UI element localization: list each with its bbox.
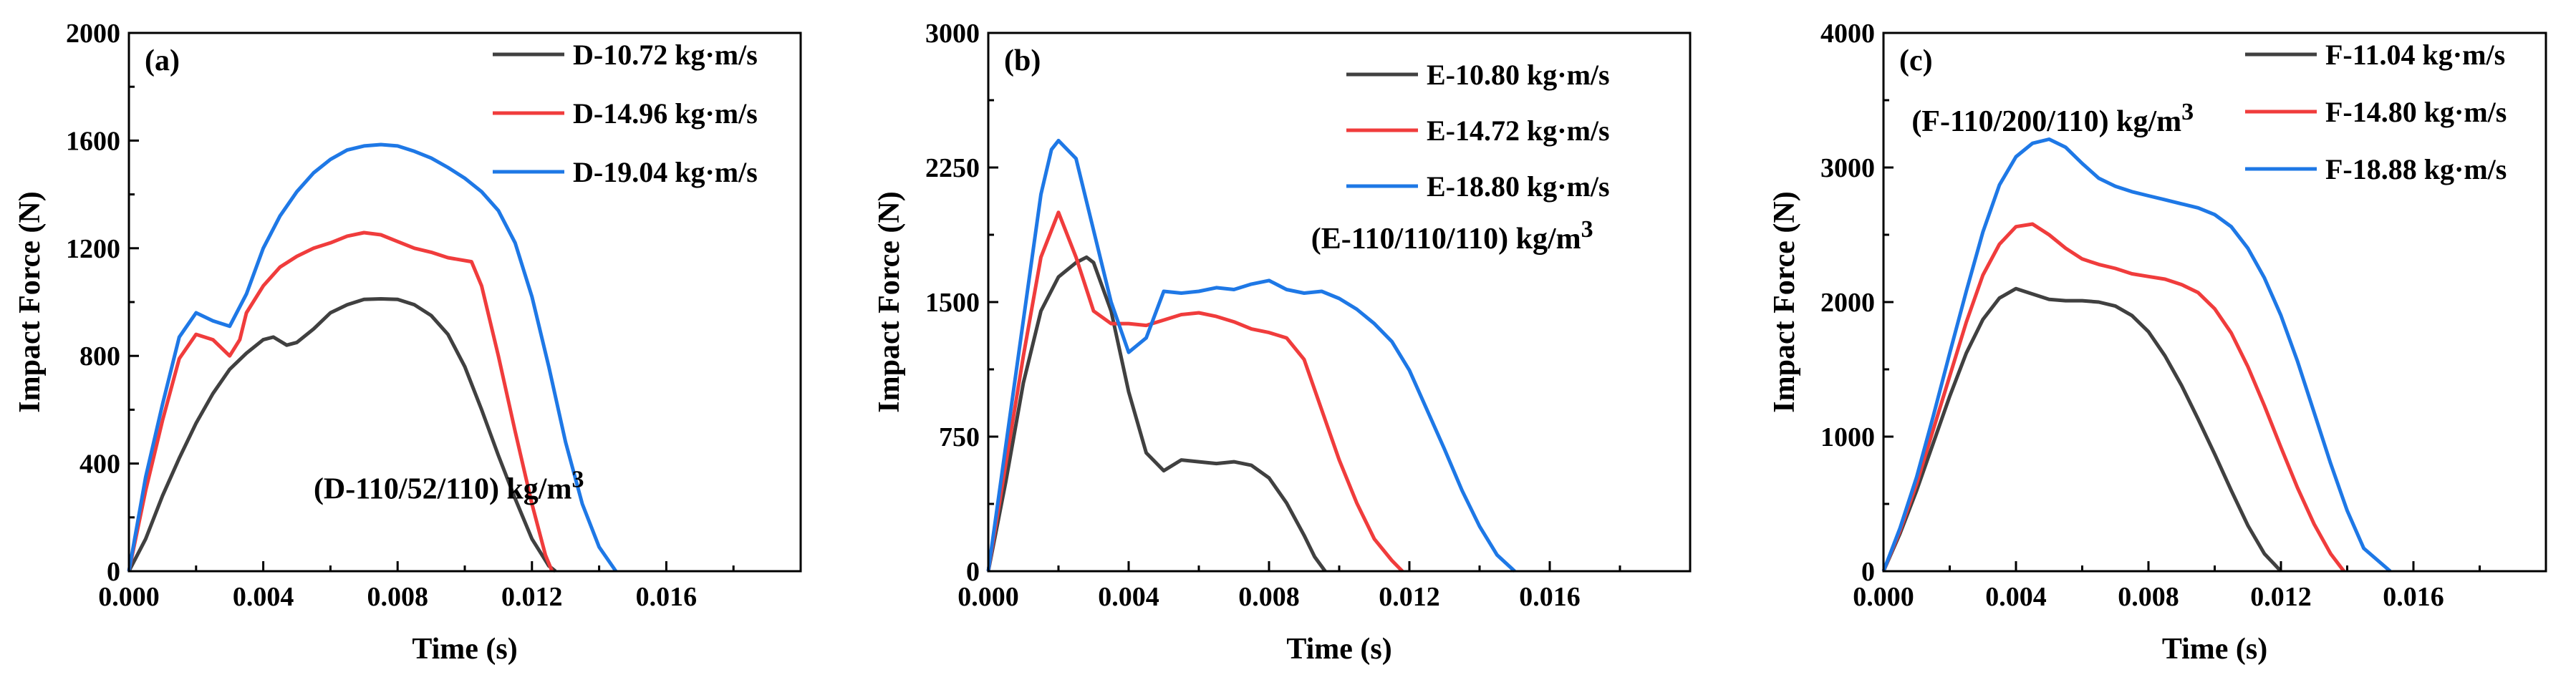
y-tick-label: 1500 bbox=[925, 288, 980, 318]
y-tick-label: 2250 bbox=[925, 153, 980, 183]
series-line-3-2 bbox=[1881, 222, 2345, 573]
y-tick-label: 1200 bbox=[66, 234, 120, 264]
chart-panel-1: 0.000 0.004 0.008 0.012 0.016 0 400 800 1200 1600… bbox=[14, 19, 802, 666]
series-line-2-1 bbox=[986, 255, 1327, 573]
legend-entry: F-11.04 kg·m/s bbox=[2325, 39, 2505, 71]
x-tick-label: 0.000 bbox=[1853, 582, 1914, 612]
y-tick-label: 1600 bbox=[66, 126, 120, 156]
legend-entry: D-14.96 kg·m/s bbox=[573, 97, 758, 130]
plot-frame bbox=[987, 31, 1692, 573]
legend-entry: F-18.88 kg·m/s bbox=[2325, 153, 2507, 185]
y-tick-label: 2000 bbox=[1820, 288, 1875, 318]
y-tick-label: 0 bbox=[107, 557, 120, 587]
y-tick-label: 750 bbox=[939, 422, 980, 452]
x-axis-title: Time (s) bbox=[1286, 633, 1391, 666]
chart-panel-2: 0.000 0.004 0.008 0.012 0.016 0 750 1500 2250 300… bbox=[873, 19, 1692, 666]
series-line-2-3 bbox=[986, 138, 1516, 573]
x-tick-label: 0.012 bbox=[1379, 582, 1440, 612]
series-line-1-3 bbox=[127, 142, 618, 573]
x-axis-title: Time (s) bbox=[412, 633, 517, 666]
x-tick-label: 0.008 bbox=[2118, 582, 2179, 612]
legend-entry: D-19.04 kg·m/s bbox=[573, 156, 758, 188]
series-line-2-2 bbox=[986, 210, 1404, 573]
x-tick-label: 0.004 bbox=[1098, 582, 1159, 612]
x-tick-label: 0.000 bbox=[957, 582, 1019, 612]
y-tick-label: 800 bbox=[79, 341, 120, 371]
x-axis-title: Time (s) bbox=[2162, 633, 2267, 666]
y-tick-label: 3000 bbox=[1820, 153, 1875, 183]
series-line-1-1 bbox=[127, 297, 557, 573]
x-tick-label: 0.012 bbox=[2250, 582, 2312, 612]
panel-label: (b) bbox=[1004, 44, 1041, 77]
y-tick-label: 0 bbox=[966, 557, 980, 587]
y-tick-label: 4000 bbox=[1820, 19, 1875, 49]
x-tick-label: 0.000 bbox=[98, 582, 160, 612]
series-line-3-1 bbox=[1881, 286, 2282, 573]
density-annotation: (E-110/110/110) kg/m3 bbox=[1311, 216, 1593, 256]
y-tick-label: 400 bbox=[79, 450, 120, 480]
x-tick-label: 0.004 bbox=[1985, 582, 2047, 612]
legend-entry: E-18.80 kg·m/s bbox=[1427, 170, 1610, 203]
x-tick-label: 0.008 bbox=[367, 582, 428, 612]
y-tick-label: 3000 bbox=[925, 19, 980, 49]
y-tick-label: 0 bbox=[1861, 557, 1875, 587]
legend-entry: E-10.80 kg·m/s bbox=[1427, 59, 1610, 91]
legend-entry: E-14.72 kg·m/s bbox=[1427, 115, 1610, 147]
legend-entry: D-10.72 kg·m/s bbox=[573, 39, 758, 71]
x-tick-label: 0.016 bbox=[1519, 582, 1581, 612]
x-tick-label: 0.008 bbox=[1238, 582, 1300, 612]
chart-panel-3: 0.000 0.004 0.008 0.012 0.016 0 1000 2000 3000 40… bbox=[1768, 19, 2547, 666]
x-tick-label: 0.004 bbox=[233, 582, 294, 612]
panel-label: (c) bbox=[1899, 44, 1933, 77]
y-tick-label: 2000 bbox=[66, 19, 120, 49]
panel-label: (a) bbox=[145, 44, 180, 77]
series-line-1-2 bbox=[127, 230, 554, 572]
legend-entry: F-14.80 kg·m/s bbox=[2325, 96, 2507, 128]
x-tick-label: 0.016 bbox=[636, 582, 698, 612]
x-tick-label: 0.012 bbox=[501, 582, 563, 612]
y-tick-label: 1000 bbox=[1820, 422, 1875, 452]
density-annotation: (F-110/200/110) kg/m3 bbox=[1911, 99, 2194, 138]
x-tick-label: 0.016 bbox=[2383, 582, 2444, 612]
density-annotation: (D-110/52/110) kg/m3 bbox=[314, 466, 584, 505]
y-axis-title: Impact Force (N) bbox=[1768, 191, 1801, 412]
y-axis-title: Impact Force (N) bbox=[873, 191, 906, 412]
y-axis-title: Impact Force (N) bbox=[14, 191, 47, 412]
series-line-3-3 bbox=[1881, 137, 2392, 573]
